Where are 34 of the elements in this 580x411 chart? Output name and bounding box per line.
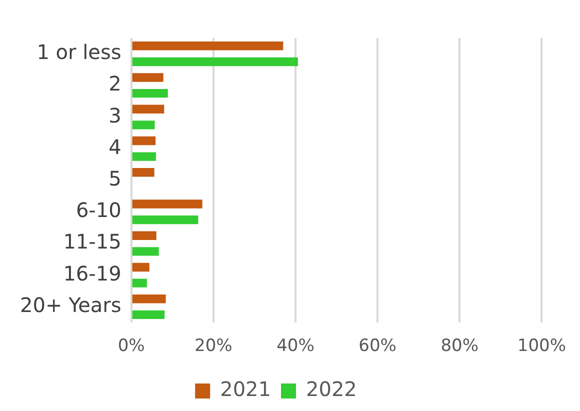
bar — [132, 120, 155, 130]
y-tick-label: 2 — [108, 72, 122, 96]
bar — [132, 215, 198, 224]
bar — [132, 73, 164, 82]
bar — [132, 104, 164, 114]
y-tick-label: 16-19 — [63, 261, 122, 286]
x-tick-label: 0% — [118, 336, 145, 356]
bar — [132, 294, 166, 304]
bar — [132, 152, 156, 161]
bar — [132, 231, 156, 240]
x-tick-label: 20% — [194, 336, 232, 356]
y-tick-label: 11-15 — [63, 230, 122, 254]
y-tick-label: 20+ Years — [20, 292, 122, 317]
y-tick-label: 3 — [108, 103, 122, 128]
bar — [132, 57, 298, 66]
x-tick-label: 80% — [440, 336, 479, 356]
bar — [132, 278, 147, 288]
x-tick-label: 40% — [276, 336, 314, 356]
x-tick-label: 60% — [358, 336, 396, 356]
bar — [132, 168, 154, 177]
y-tick-label: 5 — [108, 166, 122, 191]
bar — [132, 200, 202, 208]
y-tick-label: 6-10 — [76, 198, 122, 222]
y-tick-label: 4 — [108, 134, 122, 159]
bar — [132, 262, 150, 272]
bar — [132, 88, 168, 98]
legend-label: 2022 — [306, 377, 357, 402]
y-tick-label: 1 or less — [36, 40, 122, 64]
bar — [132, 136, 156, 146]
bar — [132, 310, 165, 320]
x-tick-label: 100% — [517, 336, 566, 356]
legend-label: 2021 — [220, 377, 272, 402]
bar — [132, 42, 284, 50]
bar — [132, 247, 159, 256]
